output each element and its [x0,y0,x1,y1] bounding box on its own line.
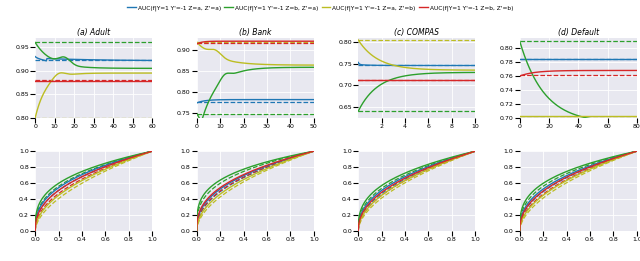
Title: (c) COMPAS: (c) COMPAS [394,28,439,37]
Title: (b) Bank: (b) Bank [239,28,271,37]
Title: (a) Adult: (a) Adult [77,28,110,37]
Title: (d) Default: (d) Default [557,28,599,37]
Legend: AUC(f|Y=1 Y'=-1 Z=a, Z'=a), AUC(f|Y=1 Y'=-1 Z=b, Z'=a), AUC(f|Y=1 Y'=-1 Z=a, Z'=: AUC(f|Y=1 Y'=-1 Z=a, Z'=a), AUC(f|Y=1 Y'… [125,3,515,13]
